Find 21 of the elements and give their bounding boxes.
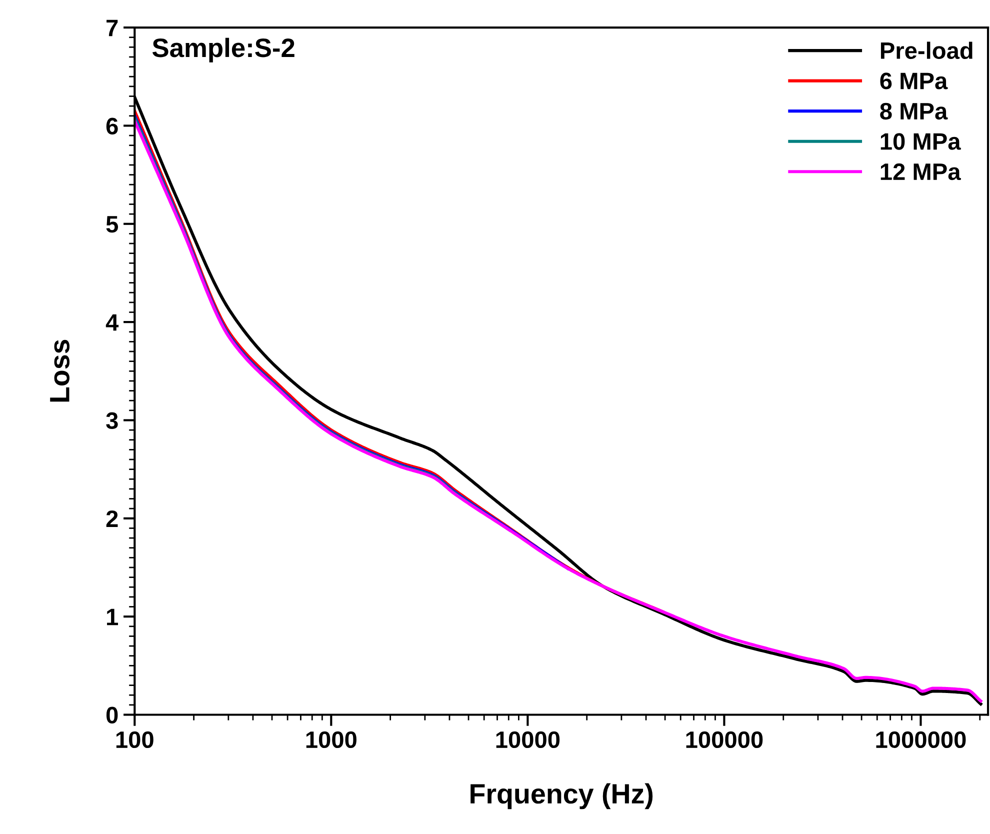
x-tick-label: 10000 (496, 731, 560, 748)
legend-label: 8 MPa (880, 102, 948, 120)
annotation: Sample:S-2 (152, 38, 294, 62)
x-axis-title: Frquency (Hz) (470, 783, 653, 810)
y-tick-label: 0 (106, 706, 118, 724)
y-axis-title: Loss (50, 340, 70, 402)
y-tick-label: 6 (106, 118, 118, 134)
y-tick-label: 5 (106, 216, 118, 233)
y-tick-label: 2 (106, 510, 118, 527)
legend-label: 12 MPa (880, 163, 961, 180)
x-tick-label: 1000 (306, 731, 356, 748)
y-tick-label: 4 (106, 314, 119, 331)
x-tick-label: 100 (116, 731, 154, 748)
y-tick-label: 1 (107, 608, 118, 626)
x-tick-label: 100000 (686, 731, 763, 748)
legend-label: 10 MPa (880, 133, 961, 150)
legend-label: 6 MPa (880, 72, 948, 90)
y-tick-label: 3 (106, 412, 118, 430)
x-tick-label: 1000000 (876, 731, 966, 748)
legend-label: Pre-load (880, 42, 972, 60)
y-tick-label: 7 (106, 20, 118, 36)
